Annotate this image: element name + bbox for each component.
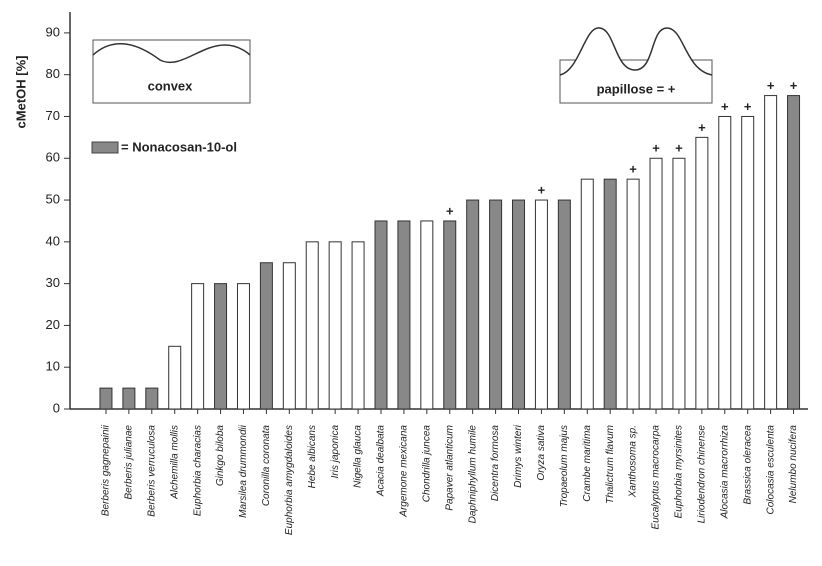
inset-curve	[559, 27, 713, 76]
x-tick-label: Coronilla coronata	[261, 425, 272, 507]
y-axis-label: cMetOH [%]	[13, 56, 28, 129]
inset-curve	[92, 43, 251, 63]
bar	[351, 241, 365, 410]
y-tick-label: 50	[46, 191, 60, 206]
bar	[466, 199, 480, 410]
bar	[191, 283, 205, 410]
bar	[534, 199, 548, 410]
x-tick-label: Alchemilla mollis	[169, 425, 180, 500]
bar	[374, 220, 388, 410]
bar	[397, 220, 411, 410]
bar-marker: +	[698, 120, 706, 135]
x-tick-label: Papaver atlanticum	[444, 425, 455, 511]
bar	[557, 199, 571, 410]
bar-marker: +	[629, 162, 637, 177]
x-tick-label: Marsilea drummondii	[238, 424, 249, 518]
y-tick-label: 0	[53, 400, 60, 415]
x-tick-label: Dicentra formosa	[490, 425, 501, 502]
bar	[328, 241, 342, 410]
bar	[145, 387, 159, 410]
bar	[443, 220, 457, 410]
y-tick-label: 90	[46, 24, 60, 39]
inset-label: convex	[148, 78, 194, 93]
inset-convex: convex	[92, 39, 251, 104]
x-tick-label: Alocasia macrorrhiza	[719, 425, 730, 520]
x-tick-label: Liriodendron chinense	[697, 425, 708, 524]
x-tick-label: Daphniphyllum humile	[467, 425, 478, 524]
bar	[626, 178, 640, 410]
bar-marker: +	[790, 78, 798, 93]
bar	[122, 387, 136, 410]
bar-marker: +	[446, 203, 454, 218]
bar-marker: +	[675, 141, 683, 156]
bar-marker: +	[767, 78, 775, 93]
x-tick-label: Thalictrum flavum	[605, 425, 616, 504]
y-tick-label: 80	[46, 66, 60, 81]
y-tick-label: 30	[46, 275, 60, 290]
y-tick-label: 20	[46, 317, 60, 332]
bar	[489, 199, 503, 410]
bar	[282, 262, 296, 410]
x-tick-label: Berberis julianae	[124, 425, 135, 500]
x-tick-label: Drimys winteri	[513, 424, 524, 488]
y-tick-label: 60	[46, 150, 60, 165]
x-tick-label: Berberis gagnepainii	[101, 424, 112, 516]
bar-marker: +	[652, 141, 660, 156]
x-tick-label: Xanthosoma sp.	[628, 425, 639, 498]
x-tick-label: Ginkgo biloba	[215, 425, 226, 487]
bar	[214, 283, 228, 410]
x-tick-label: Chondrilla juncea	[421, 425, 432, 503]
bar-marker: +	[538, 182, 546, 197]
bar	[718, 115, 732, 410]
y-tick-label: 10	[46, 359, 60, 374]
bar	[512, 199, 526, 410]
bar	[741, 115, 755, 410]
y-tick-label: 40	[46, 233, 60, 248]
x-tick-label: Nigella glauca	[353, 425, 364, 488]
y-tick-label: 70	[46, 108, 60, 123]
inset-box	[92, 39, 251, 104]
inset-label: papillose = +	[597, 81, 676, 96]
x-tick-label: Euphorbia myrsinites	[674, 425, 685, 518]
bar	[580, 178, 594, 410]
bar	[168, 345, 182, 410]
legend-swatch	[91, 141, 119, 154]
x-tick-label: Euphorbia characias	[192, 425, 203, 516]
bar	[603, 178, 617, 410]
bar	[305, 241, 319, 410]
bar	[672, 157, 686, 410]
x-tick-label: Eucalyptus macrocarpa	[651, 425, 662, 530]
inset-papillose: papillose = +	[559, 27, 713, 104]
x-tick-label: Berberis verruculosa	[146, 425, 157, 517]
x-tick-label: Brassica oleracea	[742, 425, 753, 505]
bar	[99, 387, 113, 410]
bar-marker: +	[744, 99, 752, 114]
legend-label: = Nonacosan-10-ol	[121, 139, 237, 154]
bar	[259, 262, 273, 410]
x-tick-label: Argemone mexicana	[399, 425, 410, 518]
bar	[787, 95, 801, 410]
bar	[420, 220, 434, 410]
bar-marker: +	[721, 99, 729, 114]
x-tick-label: Oryza sativa	[536, 425, 547, 481]
x-tick-label: Nelumbo nucifera	[788, 425, 799, 504]
bar	[695, 136, 709, 410]
bar	[649, 157, 663, 410]
x-tick-label: Hebe albicans	[307, 425, 318, 488]
x-tick-label: Crambe maritima	[582, 425, 593, 502]
x-tick-label: Colocasia esculenta	[765, 425, 776, 515]
bar	[236, 283, 250, 410]
x-tick-label: Acacia dealbata	[376, 425, 387, 498]
x-tick-label: Tropaeolum majus	[559, 425, 570, 507]
x-tick-label: Euphorbia amygdaloides	[284, 425, 295, 535]
x-tick-label: Iris japonica	[330, 425, 341, 479]
bar	[764, 95, 778, 410]
